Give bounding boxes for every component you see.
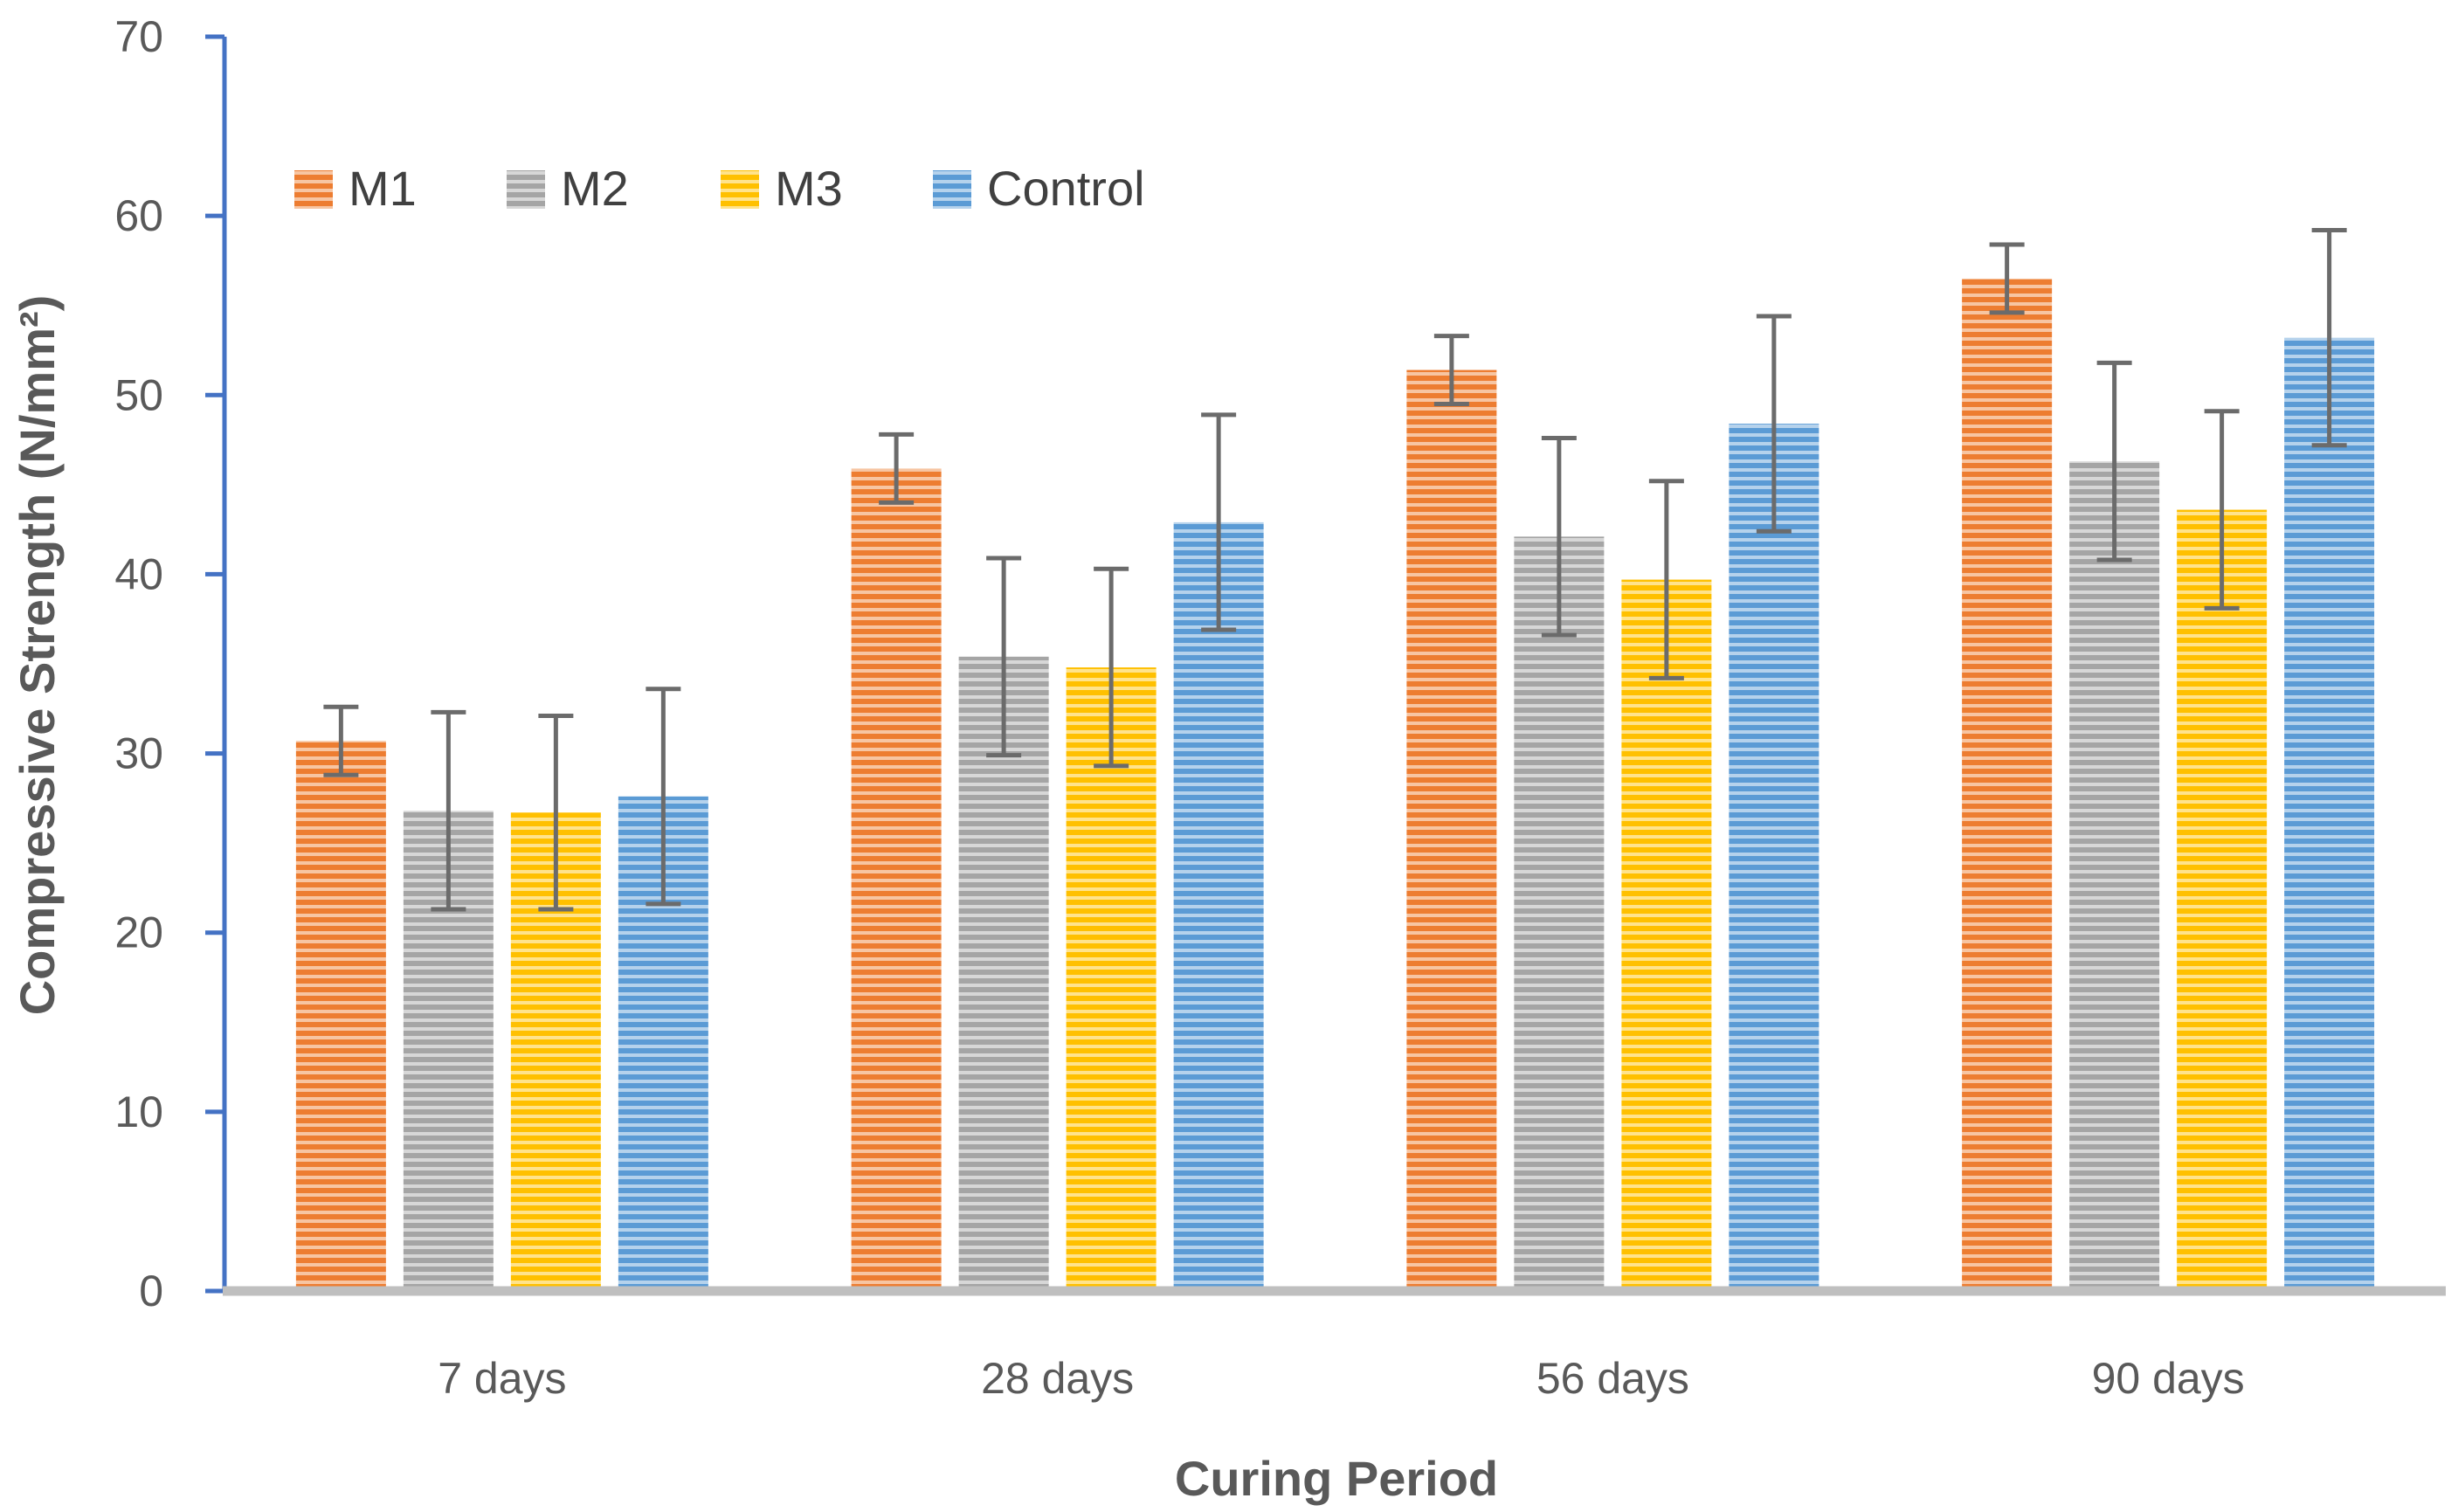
- legend-label-m2: M2: [561, 161, 629, 216]
- legend-label-m3: M3: [775, 161, 843, 216]
- y-tick-label: 60: [114, 191, 163, 240]
- legend-swatch-control: [933, 170, 971, 209]
- bar-m2-56-days: [1514, 536, 1605, 1291]
- x-tick-label: 56 days: [1536, 1354, 1689, 1403]
- bar-control-90-days: [2284, 337, 2375, 1291]
- bar-m2-28-days: [958, 656, 1049, 1291]
- bar-m1-7-days: [295, 741, 386, 1291]
- bar-control-56-days: [1729, 424, 1819, 1291]
- y-tick-label: 10: [114, 1087, 163, 1136]
- legend: M1 M2 M3 Control: [294, 161, 1145, 216]
- legend-swatch-m2: [507, 170, 545, 209]
- bar-m3-56-days: [1621, 579, 1712, 1291]
- bar-control-28-days: [1173, 521, 1264, 1291]
- error-bars-layer: [323, 228, 2347, 912]
- x-axis-title: Curing Period: [1175, 1451, 1498, 1506]
- y-tick-label: 30: [114, 729, 163, 778]
- x-tick-label: 7 days: [438, 1354, 566, 1403]
- bar-m1-56-days: [1406, 369, 1497, 1292]
- bar-m1-90-days: [1962, 278, 2053, 1291]
- y-axis-title: Compressive Strength (N/mm²): [10, 295, 65, 1016]
- legend-label-control: Control: [987, 161, 1145, 216]
- bar-m3-28-days: [1066, 667, 1157, 1291]
- y-tick-label: 0: [139, 1267, 163, 1315]
- x-tick-label: 90 days: [2092, 1354, 2245, 1403]
- y-tick-label: 50: [114, 370, 163, 419]
- bars-layer: [295, 278, 2375, 1292]
- axes-layer: 0 10 20 30 40 50 60 70 7 days 28 days 56 days 90 da…: [114, 12, 2446, 1403]
- legend-label-m1: M1: [349, 161, 417, 216]
- y-tick-label: 70: [114, 12, 163, 61]
- bar-m3-90-days: [2177, 509, 2268, 1291]
- legend-swatch-m3: [721, 170, 759, 209]
- x-tick-label: 28 days: [981, 1354, 1134, 1403]
- y-tick-label: 40: [114, 549, 163, 598]
- legend-swatch-m1: [294, 170, 333, 209]
- bar-m1-28-days: [851, 468, 942, 1291]
- y-tick-label: 20: [114, 908, 163, 957]
- bar-m2-90-days: [2069, 461, 2160, 1291]
